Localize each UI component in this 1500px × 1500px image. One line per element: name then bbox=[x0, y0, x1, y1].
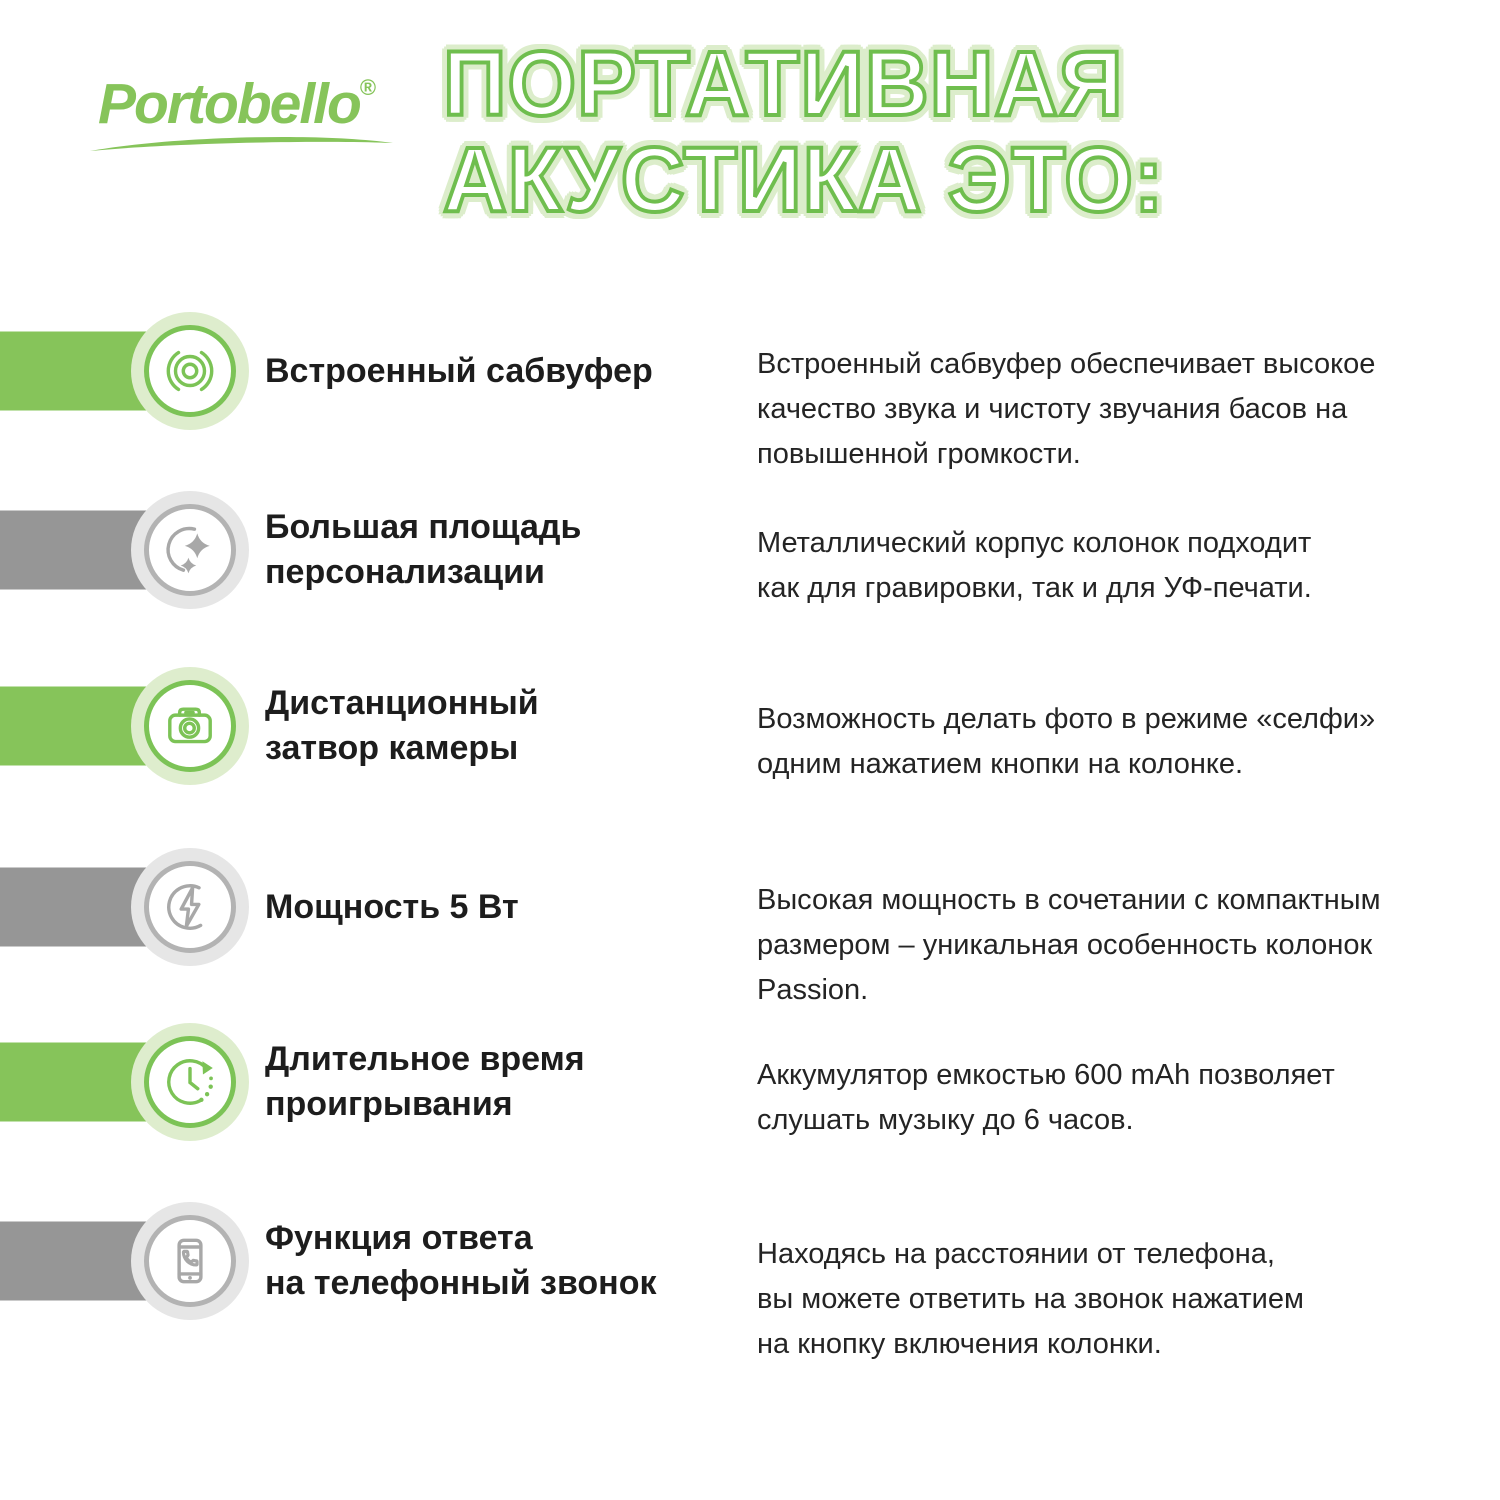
feature-description: Встроенный сабвуфер обеспечивает высокое… bbox=[757, 348, 1376, 470]
icon-circle bbox=[144, 1215, 236, 1307]
feature-title: Функция ответа на телефонный звонок bbox=[265, 1219, 657, 1302]
icon-circle bbox=[144, 325, 236, 417]
logo-wordmark: Portobello® bbox=[98, 58, 408, 134]
feature-title: Встроенный сабвуфер bbox=[265, 351, 653, 390]
lightning-icon bbox=[167, 884, 213, 930]
icon-circle bbox=[144, 861, 236, 953]
icon-circle bbox=[144, 504, 236, 596]
feature-description: Находясь на расстоянии от телефона, вы м… bbox=[757, 1238, 1304, 1360]
feature-description: Возможность делать фото в режиме «селфи»… bbox=[757, 703, 1376, 780]
feature-title: Мощность 5 Вт bbox=[265, 887, 519, 926]
feature-row-subwoofer: Встроенный сабвуфер Встроенный сабвуфер … bbox=[0, 282, 1500, 470]
page-title-line1: ПОРТАТИВНАЯ bbox=[441, 33, 1124, 135]
feature-title: Длительное время проигрывания bbox=[265, 1040, 585, 1123]
page-title: ПОРТАТИВНАЯ АКУСТИКА ЭТО: bbox=[441, 33, 1165, 231]
feature-row-camera-shutter: Дистанционный затвор камеры Возможность … bbox=[0, 637, 1500, 815]
feature-row-power: Мощность 5 Вт Высокая мощность в сочетан… bbox=[0, 818, 1500, 1006]
logo-swoosh-icon bbox=[90, 137, 393, 151]
subwoofer-icon bbox=[166, 350, 214, 392]
registered-mark: ® bbox=[359, 75, 377, 100]
feature-description: Аккумулятор емкостью 600 mAh позволяет с… bbox=[757, 1059, 1335, 1136]
feature-row-personalization: Большая площадь персонализации Металличе… bbox=[0, 461, 1500, 639]
logo-text: Portobello bbox=[98, 72, 362, 136]
feature-title: Дистанционный затвор камеры bbox=[265, 684, 539, 767]
camera-icon bbox=[168, 707, 212, 744]
feature-title: Большая площадь персонализации bbox=[265, 508, 582, 591]
clock-icon bbox=[167, 1059, 213, 1105]
icon-circle bbox=[144, 680, 236, 772]
icon-circle bbox=[144, 1036, 236, 1128]
feature-description: Высокая мощность в сочетании с компактны… bbox=[757, 884, 1381, 1006]
feature-row-call-answer: Функция ответа на телефонный звонок Нахо… bbox=[0, 1172, 1500, 1360]
sparkles-icon bbox=[166, 526, 210, 574]
portobello-logo: Portobello® bbox=[90, 58, 408, 154]
feature-description: Металлический корпус колонок подходит ка… bbox=[757, 527, 1312, 604]
feature-row-playtime: Длительное время проигрывания Аккумулято… bbox=[0, 993, 1500, 1171]
page-title-line2: АКУСТИКА ЭТО: bbox=[441, 129, 1165, 231]
phone-icon bbox=[177, 1238, 203, 1284]
